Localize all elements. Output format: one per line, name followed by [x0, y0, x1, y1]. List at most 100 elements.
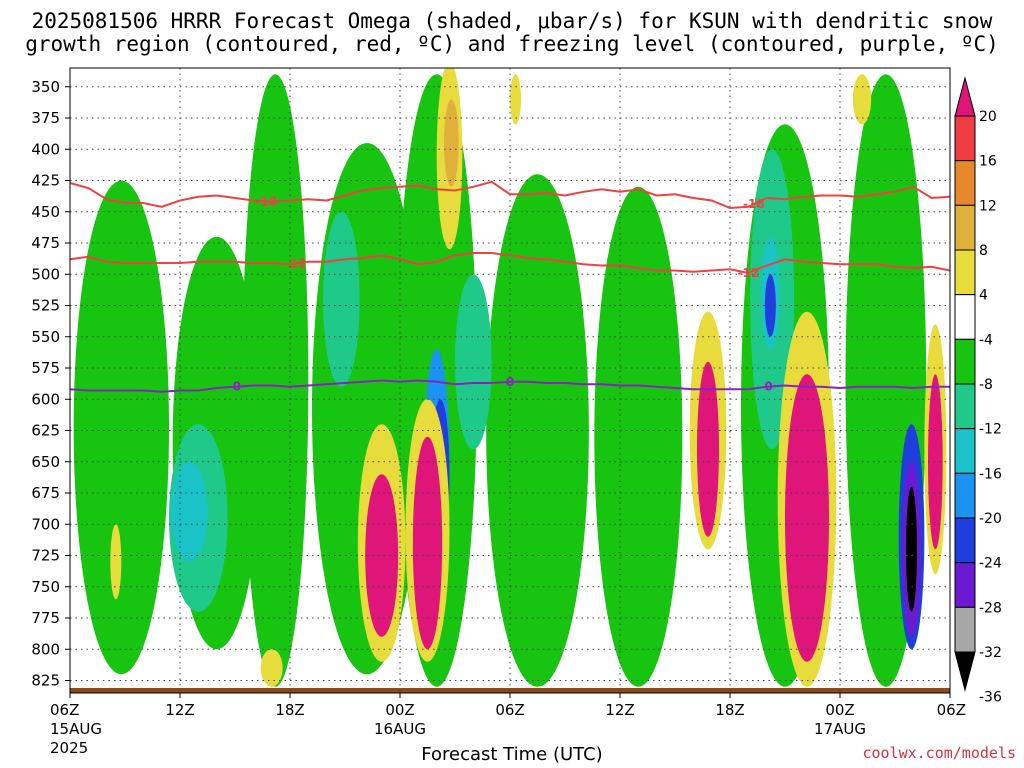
x-tick-label: 06Z [937, 701, 966, 719]
colorbar: 20 16 12 8 4 -4 -8 -12 -16 -20 -24 -28 -32 -36 [954, 76, 1002, 706]
y-axis: 350 375 400 425 450 475 500 525 550 575 600 625 650 6… [31, 78, 70, 690]
colorbar-segment [954, 562, 976, 608]
colorbar-label: -20 [979, 511, 1002, 527]
contour-label: -18 [255, 194, 277, 208]
colorbar-label: -4 [979, 332, 993, 348]
x-tick-date: 16AUG [374, 720, 426, 738]
x-tick-label: 18Z [275, 701, 304, 719]
omega-cell [764, 274, 776, 337]
y-tick-label: 525 [31, 297, 60, 315]
colorbar-segment [954, 383, 976, 430]
omega-cell [594, 186, 683, 687]
omega-cell [785, 374, 829, 662]
colorbar-label: 12 [979, 198, 997, 214]
contour-line [70, 379, 950, 393]
omega-cell [323, 211, 360, 387]
x-tick-label: 12Z [605, 701, 634, 719]
x-tick-label: 18Z [715, 701, 744, 719]
y-tick-label: 775 [31, 609, 60, 627]
omega-cell [906, 486, 917, 612]
chart-title-line1: 2025081506 HRRR Forecast Omega (shaded, … [31, 9, 993, 33]
omega-cell [242, 74, 309, 687]
colorbar-segment [954, 606, 976, 653]
colorbar-segment [954, 294, 976, 340]
colorbar-segment [954, 428, 976, 474]
omega-cell [110, 524, 122, 600]
omega-cell [170, 461, 208, 562]
contour-label: 0 [233, 380, 241, 394]
y-tick-label: 350 [31, 78, 60, 96]
colorbar-label: -16 [979, 466, 1002, 482]
colorbar-label: 16 [979, 154, 997, 170]
omega-cell [852, 74, 872, 125]
y-tick-label: 400 [31, 140, 60, 158]
contour-label: -12 [737, 266, 759, 280]
contour-line [70, 180, 950, 210]
colorbar-label: -12 [979, 422, 1002, 438]
contour-label: 0 [764, 380, 772, 394]
y-tick-label: 550 [31, 328, 60, 346]
omega-cell [510, 74, 521, 125]
x-tick-date: 15AUG [50, 720, 102, 738]
y-tick-label: 375 [31, 109, 60, 127]
y-tick-label: 700 [31, 515, 60, 533]
colorbar-label: -36 [979, 690, 1002, 706]
y-tick-label: 650 [31, 453, 60, 471]
y-tick-label: 425 [31, 172, 60, 190]
y-tick-label: 800 [31, 640, 60, 658]
y-tick-label: 575 [31, 359, 60, 377]
colorbar-label: 20 [979, 109, 997, 125]
colorbar-segment [954, 517, 976, 564]
chart-title-line2: growth region (contoured, red, ºC) and f… [25, 32, 999, 56]
colorbar-segment [954, 338, 976, 385]
colorbar-label: -8 [979, 377, 993, 393]
x-axis-label: Forecast Time (UTC) [421, 744, 603, 765]
colorbar-label: 8 [979, 243, 988, 259]
contour-lines: -18 -18 -12 -12 0 0 0 [70, 180, 950, 394]
colorbar-segment [954, 472, 976, 519]
contour-label: 0 [506, 375, 514, 389]
y-tick-label: 825 [31, 672, 60, 690]
colorbar-label: -32 [979, 645, 1002, 661]
credit-link[interactable]: coolwx.com/models [862, 744, 1016, 762]
x-tick-label: 00Z [825, 701, 854, 719]
omega-cell [444, 99, 459, 187]
x-tick-label: 00Z [385, 701, 414, 719]
x-tick-year: 2025 [50, 739, 88, 757]
y-tick-label: 675 [31, 484, 60, 502]
y-tick-label: 725 [31, 547, 60, 565]
y-tick-label: 600 [31, 390, 60, 408]
omega-cell [260, 649, 283, 687]
y-tick-label: 475 [31, 234, 60, 252]
omega-cell [365, 474, 399, 637]
colorbar-segment [954, 204, 976, 251]
colorbar-segment [954, 249, 976, 296]
colorbar-segment [954, 160, 976, 206]
omega-cell [697, 361, 719, 537]
x-tick-label: 06Z [495, 701, 524, 719]
contour-label: -18 [743, 197, 765, 211]
omega-field [70, 68, 950, 693]
x-tick-label: 12Z [165, 701, 194, 719]
y-tick-label: 750 [31, 578, 60, 596]
y-tick-label: 500 [31, 265, 60, 283]
colorbar-label: -28 [979, 600, 1002, 616]
x-tick-date: 17AUG [814, 720, 866, 738]
colorbar-label: 4 [979, 288, 988, 304]
colorbar-bottom-arrow [954, 651, 976, 692]
colorbar-segment [954, 115, 976, 162]
colorbar-label: -24 [979, 556, 1002, 572]
colorbar-top-arrow [954, 76, 976, 117]
contour-line [70, 252, 950, 275]
x-tick-label: 06Z [50, 701, 79, 719]
omega-cell [73, 180, 169, 675]
omega-cell [412, 436, 443, 650]
contour-label: -12 [285, 257, 307, 271]
omega-cell [455, 274, 492, 450]
y-tick-label: 625 [31, 422, 60, 440]
omega-cell [928, 374, 943, 550]
grid [69, 68, 951, 693]
y-tick-label: 450 [31, 203, 60, 221]
